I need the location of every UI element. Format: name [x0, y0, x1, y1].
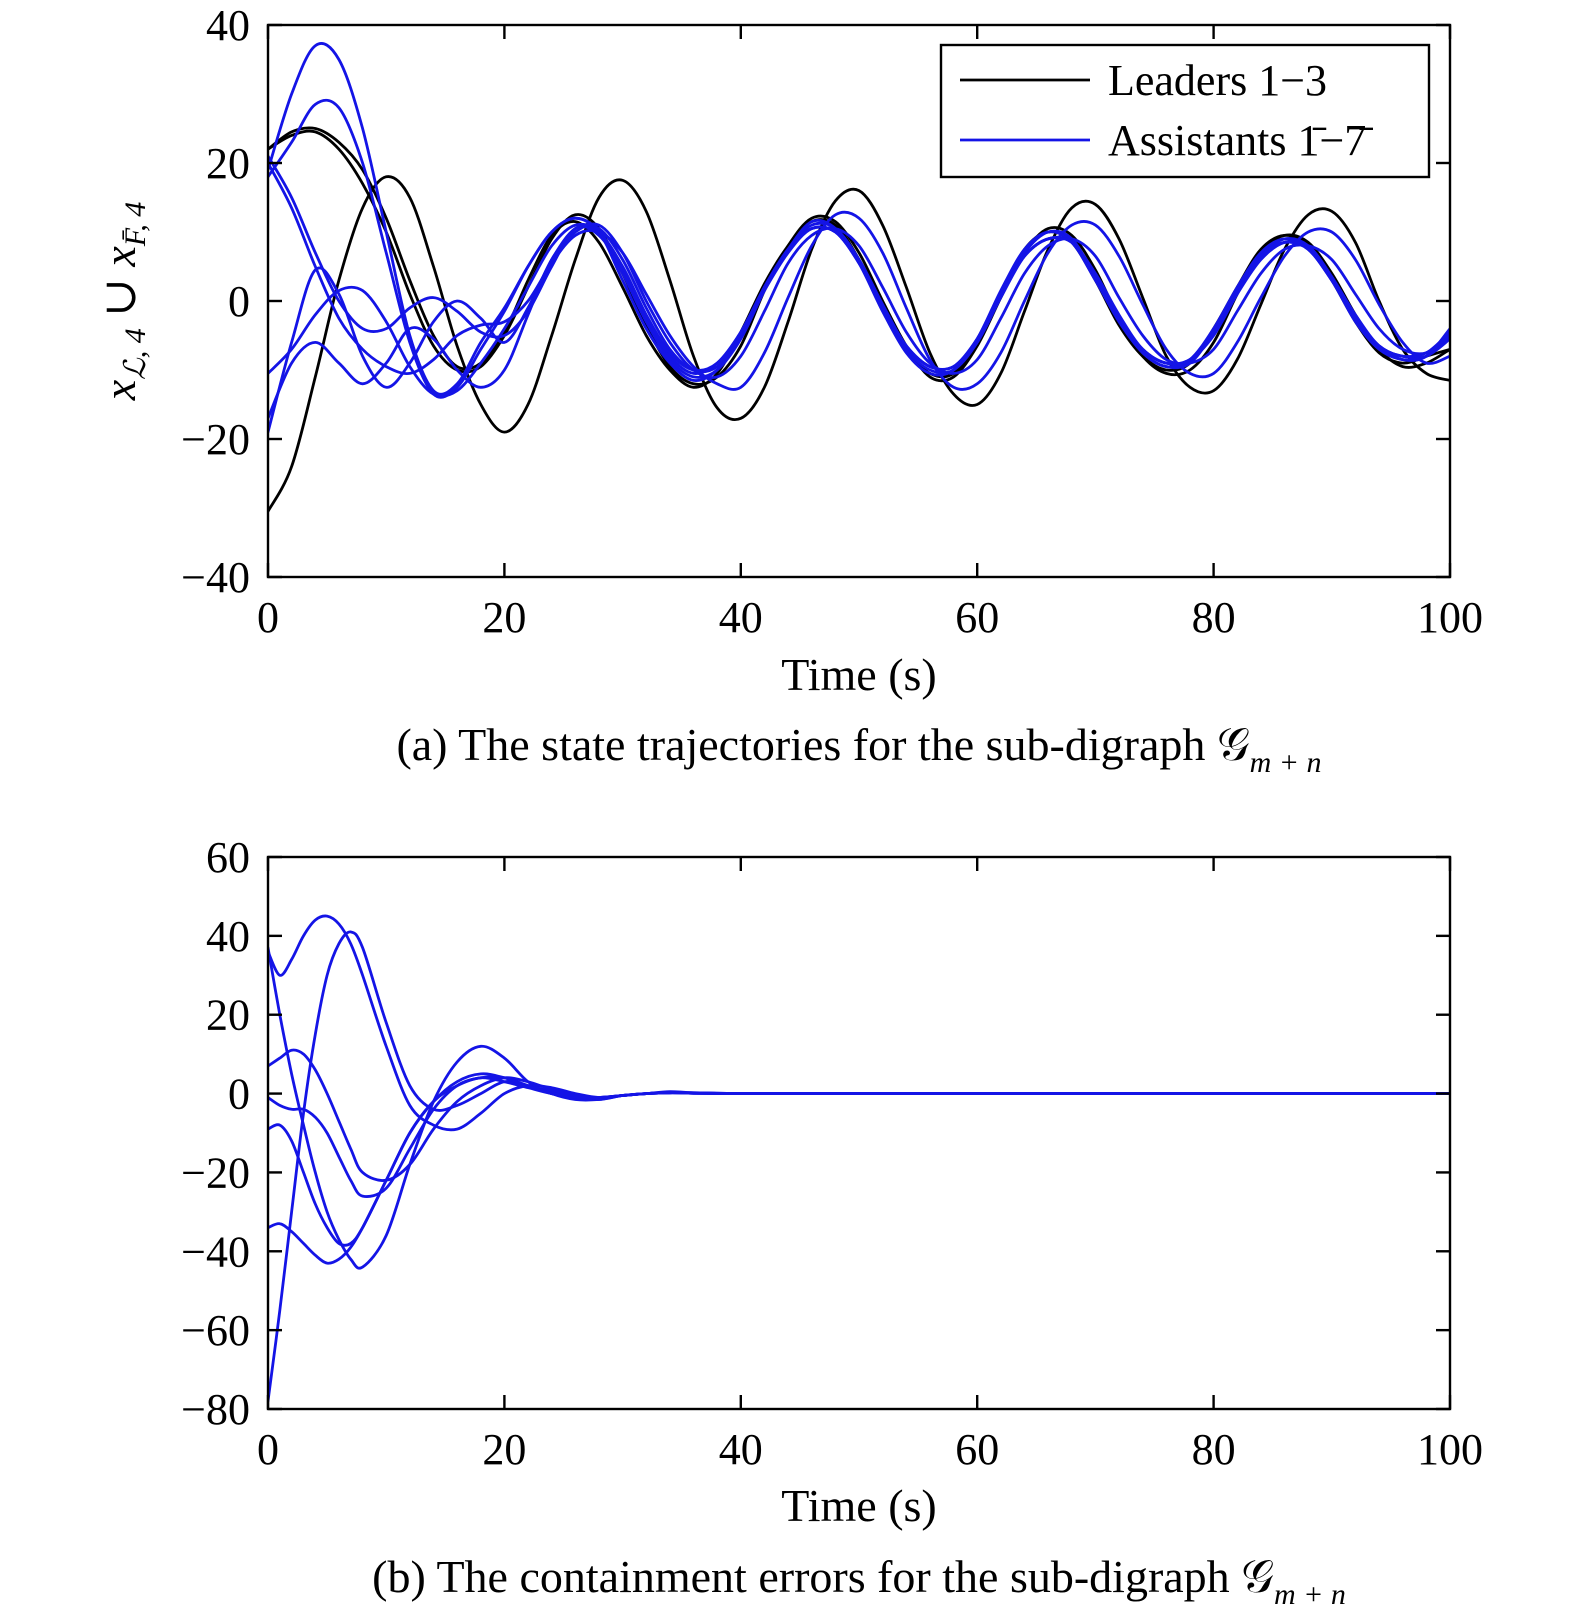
panel-b-assistants-line-3 [268, 946, 1450, 1270]
panel-a-ytick-label: −20 [181, 415, 250, 464]
panel-b-xtick-label: 0 [257, 1425, 279, 1474]
panel-b-ytick-label: −80 [181, 1385, 250, 1434]
panel-b-xtick-label: 40 [719, 1425, 763, 1474]
panel-b-ytick-label: 20 [206, 991, 250, 1040]
panel-b-assistants-line-7 [268, 1076, 1450, 1265]
panel-a-xtick-label: 40 [719, 593, 763, 642]
panel-b-caption: (b) The containment errors for the sub-d… [372, 1551, 1346, 1611]
panel-b-ytick-label: 40 [206, 912, 250, 961]
legend-label-assistants: Assistants 1̄−7̄ [1108, 116, 1373, 165]
panel-a-assistants-line-7 [268, 222, 1450, 398]
panel-a-ticks: 0 20 40 60 80 100 −40 −20 0 20 40 [181, 1, 1483, 642]
panel-b-assistants-line-4 [268, 1048, 1450, 1182]
panel-a-legend: Leaders 1−3 Assistants 1̄−7̄ [939, 43, 1431, 179]
chart-panel-b: 0 20 40 60 80 100 −80 −60 −40 −20 0 20 40 60 Time (s)… [181, 833, 1483, 1611]
panel-b-xtick-label: 80 [1192, 1425, 1236, 1474]
panel-b-caption-text: (b) The containment errors for the sub-d… [372, 1551, 1274, 1602]
ylabel-union: ∪ [94, 267, 145, 329]
panel-a-caption: (a) The state trajectories for the sub-d… [396, 719, 1321, 779]
chart-panel-a: 0 20 40 60 80 100 −40 −20 0 20 40 Leaders 1−3 Assi… [94, 1, 1483, 779]
ylabel-sub-f4: F̄, 4 [119, 202, 152, 247]
panel-b-axes-frame [266, 855, 1452, 1411]
panel-a-assistants-line-9 [268, 222, 1450, 420]
panel-a-caption-text: (a) The state trajectories for the sub-d… [396, 719, 1249, 770]
panel-b-caption-subscript: m + n [1274, 1578, 1346, 1611]
panel-a-ytick-label: 40 [206, 1, 250, 50]
panel-a-xtick-label: 100 [1417, 593, 1483, 642]
panel-a-xtick-label: 20 [482, 593, 526, 642]
panel-b-xtick-label: 60 [955, 1425, 999, 1474]
panel-b-xlabel: Time (s) [781, 1480, 937, 1531]
panel-a-xtick-label: 60 [955, 593, 999, 642]
panel-b-ytick-label: −40 [181, 1227, 250, 1276]
panel-a-caption-subscript: m + n [1250, 746, 1322, 779]
panel-a-assistants-line-10 [268, 161, 1450, 391]
panel-b-ytick-label: 60 [206, 833, 250, 882]
panel-a-xlabel: Time (s) [781, 649, 937, 700]
panel-a-leaders-line-3 [268, 175, 1450, 513]
ylabel-x2: x [94, 246, 145, 268]
panel-b-xtick-label: 100 [1417, 1425, 1483, 1474]
panel-b-ticks: 0 20 40 60 80 100 −80 −60 −40 −20 0 20 40 60 [181, 833, 1483, 1474]
panel-b-ytick-label: −20 [181, 1148, 250, 1197]
panel-b-ytick-label: −60 [181, 1306, 250, 1355]
panel-a-ylabel: xℒ, 4 ∪ xF̄, 4 [94, 202, 152, 401]
panel-a-xtick-label: 0 [257, 593, 279, 642]
panel-b-assistants-line-6 [268, 1072, 1450, 1247]
panel-b-ytick-label: 0 [228, 1070, 250, 1119]
panel-a-ytick-label: −40 [181, 553, 250, 602]
legend-label-leaders: Leaders 1−3 [1108, 56, 1327, 105]
panel-a-ytick-label: 0 [228, 277, 250, 326]
ylabel-sub-l4: ℒ, 4 [119, 328, 152, 380]
panel-b-assistants-line-1 [268, 914, 1450, 1132]
panel-b-xtick-label: 20 [482, 1425, 526, 1474]
legend-box [939, 43, 1431, 179]
panel-a-xtick-label: 80 [1192, 593, 1236, 642]
panel-b-assistants-line-2 [268, 930, 1450, 1403]
panel-a-assistants-line-8 [268, 223, 1450, 434]
ylabel-x1: x [94, 379, 145, 401]
panel-a-ytick-label: 20 [206, 139, 250, 188]
panel-b-series-layer [268, 914, 1450, 1403]
panel-a-series-layer [268, 42, 1450, 513]
